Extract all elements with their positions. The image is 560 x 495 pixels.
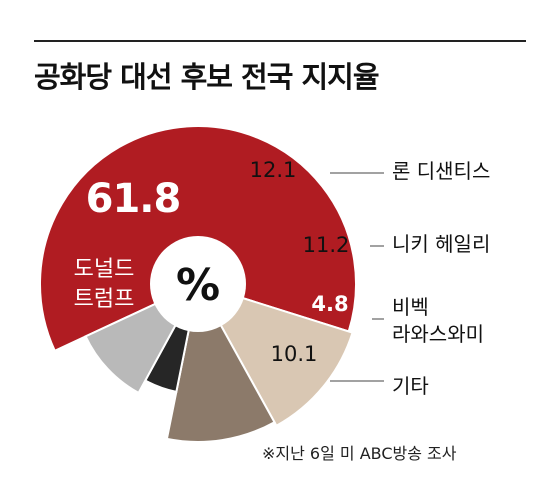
source-note: ※지난 6일 미 ABC방송 조사 xyxy=(262,444,457,463)
pie-center-hole xyxy=(150,236,246,332)
legend-label-other: 기타 xyxy=(392,374,429,398)
legend-label-haley: 니키 헤일리 xyxy=(392,232,491,256)
chart-title: 공화당 대선 후보 전국 지지율 xyxy=(34,60,380,94)
legend-other: 기타 xyxy=(392,373,429,400)
center-percent-label: % xyxy=(176,260,220,311)
legend-desantis: 론 디샌티스 xyxy=(392,158,490,185)
top-rule xyxy=(34,40,526,42)
value-label-ramaswamy: 4.8 xyxy=(311,292,348,316)
legend-haley: 니키 헤일리 xyxy=(392,231,490,258)
legend-label-desantis: 론 디샌티스 xyxy=(392,159,491,183)
slice-label-trump-line2: 트럼프 xyxy=(74,287,135,312)
value-label-haley: 11.2 xyxy=(303,233,350,257)
legend-label-ramaswamy-line2: 라와스와미 xyxy=(392,322,484,346)
legend-ramaswamy: 비벡 라와스와미 xyxy=(392,294,484,348)
pie-slice-desantis xyxy=(195,282,354,428)
value-label-trump: 61.8 xyxy=(86,176,181,222)
slice-label-trump-line1: 도널드 xyxy=(74,257,135,282)
value-label-desantis: 12.1 xyxy=(250,158,297,182)
legend-label-ramaswamy-line1: 비벡 xyxy=(392,295,429,319)
value-label-other: 10.1 xyxy=(271,342,318,366)
